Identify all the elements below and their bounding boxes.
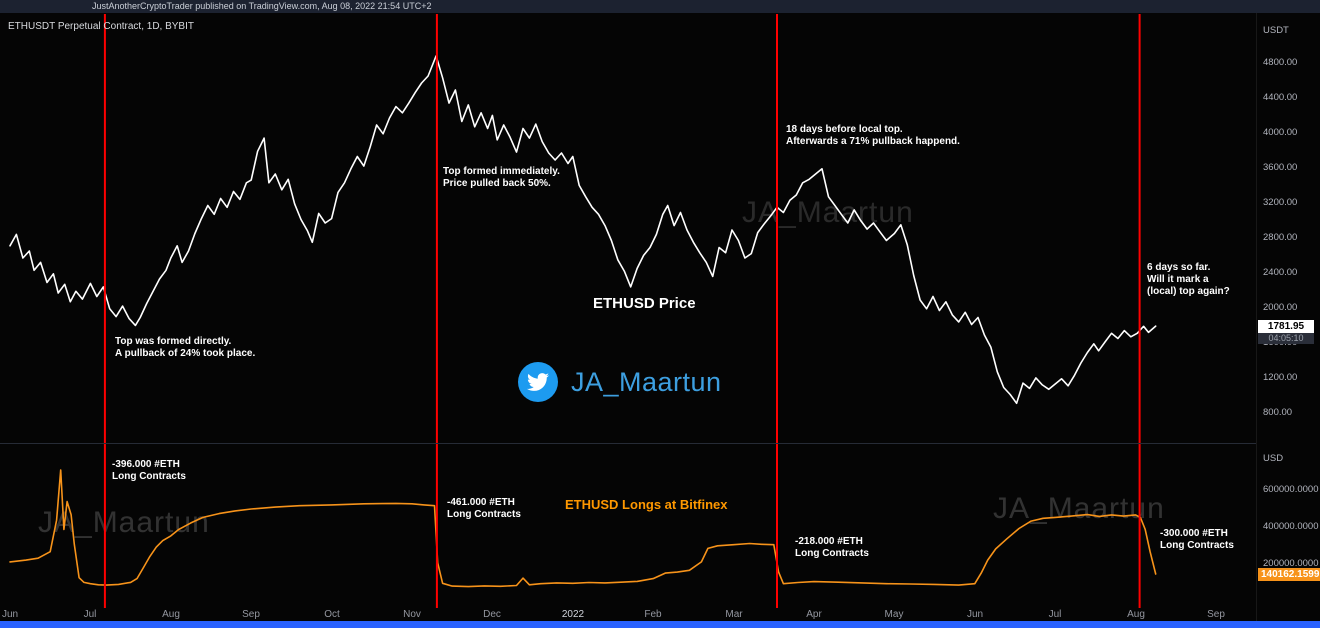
- price-axis-tick: 3600.00: [1263, 162, 1298, 173]
- time-axis-label: Dec: [483, 609, 501, 620]
- time-axis-label: Apr: [806, 609, 822, 620]
- longs-axis-tick: 400000.0000: [1263, 520, 1319, 532]
- time-axis-label: Jun: [966, 609, 984, 620]
- time-axis-label: Jul: [83, 609, 97, 620]
- chart-annotation: 6 days so far. Will it mark a (local) to…: [1147, 262, 1230, 297]
- longs-last-value-label: 140162.1599: [1258, 568, 1320, 581]
- price-line-series: [9, 55, 1157, 405]
- chart-annotation: -218.000 #ETH Long Contracts: [795, 536, 869, 559]
- price-axis-tick: 800.00: [1263, 407, 1293, 418]
- time-axis-label: Aug: [1127, 609, 1145, 620]
- longs-line-series: [9, 469, 1157, 588]
- chart-annotation: Top formed immediately. Price pulled bac…: [443, 166, 560, 189]
- chart-annotation: -396.000 #ETH Long Contracts: [112, 459, 186, 482]
- price-pane-label: ETHUSD Price: [593, 295, 696, 312]
- twitter-handle: JA_Maartun: [571, 366, 722, 397]
- chart-annotation: Top was formed directly. A pullback of 2…: [115, 336, 256, 359]
- price-axis[interactable]: USDT 4800.00 4400.00 4000.00 3600.00 3200.00…: [1256, 13, 1320, 621]
- time-axis-label: May: [884, 609, 904, 620]
- pane-separator[interactable]: [0, 443, 1320, 444]
- time-axis-label: Mar: [725, 609, 743, 620]
- time-axis-label: Nov: [403, 609, 421, 620]
- twitter-bird-icon: [518, 362, 558, 402]
- time-axis-label: Oct: [324, 609, 340, 620]
- last-price-label: 1781.95 04:05:10: [1258, 320, 1314, 344]
- chart-annotation: -461.000 #ETH Long Contracts: [447, 497, 521, 520]
- chart-annotation: 18 days before local top. Afterwards a 7…: [786, 124, 960, 147]
- watermark-longs-right: JA_Maartun: [993, 492, 1165, 525]
- price-axis-tick: 2800.00: [1263, 232, 1298, 243]
- time-axis-label: Jun: [1, 609, 19, 620]
- watermark-main: JA_Maartun: [742, 196, 914, 229]
- price-axis-tick: 3200.00: [1263, 197, 1298, 208]
- last-price-value: 1781.95: [1258, 320, 1314, 333]
- time-axis-label: Aug: [162, 609, 180, 620]
- longs-axis-tick: 200000.0000: [1263, 557, 1319, 569]
- symbol-info: ETHUSDT Perpetual Contract, 1D, BYBIT: [8, 21, 194, 32]
- price-axis-tick: 2400.00: [1263, 267, 1298, 278]
- time-axis-label: 2022: [561, 609, 585, 620]
- time-axis[interactable]: Jun Jul Aug Sep Oct Nov Dec 2022 Feb Mar Apr May Jun…: [0, 608, 1256, 621]
- twitter-embed-bottom-bar: [0, 621, 1320, 628]
- twitter-badge: JA_Maartun: [518, 362, 722, 402]
- longs-axis-currency: USD: [1263, 453, 1284, 464]
- price-axis-tick: 4400.00: [1263, 92, 1298, 103]
- attribution-bar: JustAnotherCryptoTrader published on Tra…: [0, 0, 1320, 13]
- price-axis-tick: 1200.00: [1263, 372, 1298, 383]
- bar-close-countdown: 04:05:10: [1258, 333, 1314, 344]
- time-axis-label: Jul: [1048, 609, 1062, 620]
- price-axis-currency: USDT: [1263, 25, 1289, 36]
- time-axis-label: Feb: [644, 609, 662, 620]
- price-axis-tick: 4000.00: [1263, 127, 1298, 138]
- price-axis-tick: 4800.00: [1263, 57, 1298, 68]
- longs-pane-label: ETHUSD Longs at Bitfinex: [565, 497, 728, 512]
- longs-axis-tick: 600000.0000: [1263, 483, 1319, 495]
- price-axis-tick: 2000.00: [1263, 302, 1298, 313]
- time-axis-label: Sep: [242, 609, 260, 620]
- chart-annotation: -300.000 #ETH Long Contracts: [1160, 528, 1234, 551]
- time-axis-label: Sep: [1207, 609, 1225, 620]
